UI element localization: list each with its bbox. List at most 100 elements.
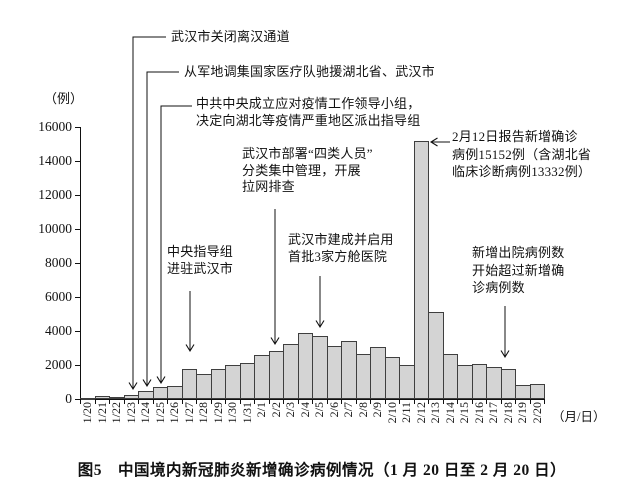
arrow-military-medical-teams bbox=[142, 71, 179, 388]
bar-1/21 bbox=[94, 396, 110, 399]
annotation-fangcang-hospitals: 武汉市建成并启用 首批3家方舱医院 bbox=[288, 232, 394, 264]
x-tick-label: 2/2 bbox=[268, 402, 283, 418]
x-axis-tick bbox=[123, 399, 125, 404]
x-axis-tick bbox=[413, 399, 415, 404]
x-axis-tick bbox=[370, 399, 371, 404]
bar-2/9 bbox=[370, 346, 386, 399]
x-tick-label: 1/23 bbox=[123, 402, 138, 424]
bar-1/28 bbox=[196, 374, 212, 399]
bar-1/31 bbox=[239, 363, 255, 399]
x-tick-label: 2/3 bbox=[283, 402, 298, 418]
y-tick-label: 4000 bbox=[45, 323, 72, 338]
annotation-wuhan-channel-closed: 武汉市关闭离汉通道 bbox=[171, 29, 290, 44]
x-tick-label: 2/20 bbox=[529, 402, 544, 424]
x-axis-tick bbox=[428, 399, 429, 404]
bar-1/23 bbox=[123, 394, 139, 399]
x-axis-tick bbox=[486, 399, 487, 404]
x-axis-unit-label: （月/日） bbox=[552, 410, 606, 424]
x-axis-tick bbox=[152, 399, 154, 404]
bar-2/12 bbox=[413, 141, 429, 399]
x-tick-label: 2/16 bbox=[471, 402, 486, 424]
x-axis-tick bbox=[442, 399, 444, 404]
x-axis-tick bbox=[80, 399, 81, 404]
y-axis-tick bbox=[75, 297, 80, 298]
y-axis-tick bbox=[75, 331, 80, 332]
y-tick-label: 6000 bbox=[45, 289, 72, 304]
x-tick-label: 2/18 bbox=[500, 402, 515, 424]
y-axis-tick bbox=[75, 127, 80, 128]
y-tick-label: 14000 bbox=[38, 153, 72, 168]
bar-2/3 bbox=[283, 344, 299, 399]
bar-1/24 bbox=[138, 391, 154, 399]
x-tick-label: 1/25 bbox=[152, 402, 167, 424]
y-axis-tick bbox=[75, 161, 80, 162]
y-axis-tick bbox=[75, 365, 80, 366]
annotation-central-leading-group: 中共中央成立应对疫情工作领导小组， 决定向湖北等疫情严重地区派出指导组 bbox=[196, 96, 421, 128]
x-tick-label: 1/28 bbox=[196, 402, 211, 424]
x-axis-tick bbox=[268, 399, 270, 404]
x-axis-tick bbox=[138, 399, 139, 404]
annotation-feb12-spike-note: 2月12日报告新增确诊 病例15152例（含湖北省 临床诊断病例13332例） bbox=[452, 129, 592, 179]
x-axis-tick bbox=[239, 399, 241, 404]
x-axis-tick bbox=[297, 399, 299, 404]
x-tick-label: 1/29 bbox=[210, 402, 225, 424]
y-tick-label: 10000 bbox=[38, 221, 72, 236]
y-tick-label: 16000 bbox=[38, 119, 72, 134]
x-tick-label: 2/4 bbox=[297, 402, 312, 418]
x-tick-label: 2/13 bbox=[428, 402, 443, 424]
x-axis-tick bbox=[500, 399, 502, 404]
bar-2/8 bbox=[355, 353, 371, 399]
x-tick-label: 2/6 bbox=[326, 402, 341, 418]
y-axis-line bbox=[80, 127, 81, 400]
bar-2/15 bbox=[457, 364, 473, 399]
x-tick-label: 2/15 bbox=[457, 402, 472, 424]
bar-1/20 bbox=[80, 397, 96, 400]
figure-caption: 图5 中国境内新冠肺炎新增确诊病例情况（1 月 20 日至 2 月 20 日） bbox=[77, 462, 567, 479]
bar-2/20 bbox=[529, 383, 545, 399]
y-axis-unit-label: （例） bbox=[44, 91, 84, 106]
bar-2/5 bbox=[312, 336, 328, 399]
y-axis-tick bbox=[75, 195, 80, 196]
x-axis-tick bbox=[471, 399, 473, 404]
x-axis-tick bbox=[94, 399, 96, 404]
x-axis-tick bbox=[326, 399, 328, 404]
arrow-wuhan-channel-closed bbox=[128, 36, 166, 391]
y-axis-tick bbox=[75, 263, 80, 264]
bar-2/7 bbox=[341, 341, 357, 399]
x-tick-label: 1/24 bbox=[138, 402, 153, 424]
x-tick-label: 2/5 bbox=[312, 402, 327, 418]
x-axis-tick bbox=[515, 399, 516, 404]
x-axis-tick bbox=[167, 399, 168, 404]
bar-2/18 bbox=[500, 369, 516, 399]
bar-2/13 bbox=[428, 312, 444, 399]
x-tick-label: 2/10 bbox=[384, 402, 399, 424]
x-tick-label: 2/11 bbox=[399, 402, 414, 423]
x-tick-label: 2/17 bbox=[486, 402, 501, 424]
bar-2/6 bbox=[326, 345, 342, 399]
bar-2/4 bbox=[297, 332, 313, 399]
bar-2/19 bbox=[515, 385, 531, 399]
bar-2/10 bbox=[384, 356, 400, 399]
x-axis-tick bbox=[529, 399, 531, 404]
x-tick-label: 1/26 bbox=[167, 402, 182, 424]
x-axis-tick bbox=[399, 399, 400, 404]
x-tick-label: 2/19 bbox=[515, 402, 530, 424]
x-axis-tick bbox=[355, 399, 357, 404]
annotation-four-categories-management: 武汉市部署“四类人员” 分类集中管理，开展 拉网排查 bbox=[242, 146, 373, 194]
x-axis-tick bbox=[283, 399, 284, 404]
x-axis-tick bbox=[544, 399, 545, 404]
x-tick-label: 2/9 bbox=[370, 402, 385, 418]
annotation-discharges-exceed-new-cases: 新增出院病例数 开始超过新增确 诊病例数 bbox=[472, 245, 565, 295]
x-axis-tick bbox=[109, 399, 110, 404]
annotation-central-guidance-group-arrives: 中央指导组 进驻武汉市 bbox=[167, 244, 234, 276]
y-tick-label: 0 bbox=[65, 391, 72, 406]
y-axis-tick bbox=[75, 399, 80, 400]
bar-1/30 bbox=[225, 365, 241, 399]
x-axis-tick bbox=[196, 399, 197, 404]
bar-2/11 bbox=[399, 364, 415, 399]
x-axis-tick bbox=[210, 399, 212, 404]
x-tick-label: 1/20 bbox=[80, 402, 95, 424]
x-tick-label: 1/21 bbox=[94, 402, 109, 424]
bar-1/27 bbox=[181, 368, 197, 399]
